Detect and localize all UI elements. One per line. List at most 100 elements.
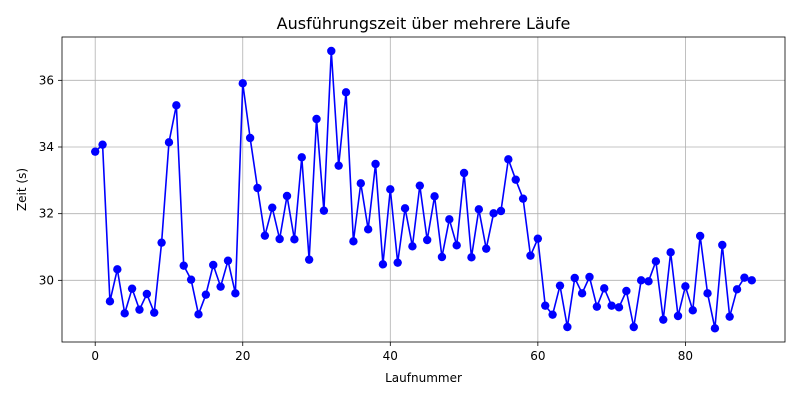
data-point bbox=[186, 275, 196, 284]
data-point bbox=[253, 183, 262, 193]
data-point bbox=[703, 289, 712, 298]
data-point bbox=[349, 237, 358, 246]
data-point bbox=[282, 191, 292, 201]
data-point bbox=[452, 241, 461, 250]
data-point bbox=[90, 147, 100, 156]
y-tick-label: 30 bbox=[39, 273, 54, 287]
data-point bbox=[526, 251, 535, 260]
data-point bbox=[747, 276, 757, 285]
data-point bbox=[408, 242, 417, 251]
data-point bbox=[482, 244, 491, 253]
data-point bbox=[260, 231, 270, 240]
data-point bbox=[150, 308, 159, 317]
x-tick-label: 40 bbox=[383, 349, 398, 363]
data-point bbox=[430, 192, 439, 201]
data-point bbox=[363, 225, 373, 234]
data-point bbox=[695, 231, 705, 241]
data-point bbox=[120, 309, 129, 318]
data-point bbox=[681, 282, 690, 291]
data-point bbox=[157, 238, 166, 247]
axes-frame bbox=[61, 36, 786, 343]
data-point bbox=[393, 258, 402, 267]
data-series bbox=[90, 46, 757, 333]
data-point bbox=[533, 234, 543, 243]
data-point bbox=[504, 155, 513, 164]
data-point bbox=[223, 256, 233, 265]
data-point bbox=[651, 257, 661, 266]
data-point bbox=[127, 284, 137, 293]
data-point bbox=[592, 302, 602, 311]
data-point bbox=[422, 235, 432, 245]
data-point bbox=[378, 260, 388, 269]
data-point bbox=[415, 181, 425, 190]
data-point bbox=[304, 255, 314, 264]
data-point bbox=[400, 204, 410, 213]
data-point bbox=[245, 133, 255, 143]
x-tick-label: 20 bbox=[235, 349, 250, 363]
data-point bbox=[629, 322, 638, 332]
data-point bbox=[518, 194, 528, 203]
data-point bbox=[740, 273, 749, 282]
data-point bbox=[732, 285, 742, 294]
y-tick-label: 34 bbox=[39, 140, 54, 154]
data-point bbox=[666, 248, 675, 257]
data-point bbox=[216, 282, 225, 291]
data-point bbox=[607, 301, 616, 310]
data-point bbox=[194, 310, 203, 319]
data-point bbox=[135, 305, 144, 314]
data-point bbox=[636, 276, 646, 285]
plot-area bbox=[62, 37, 785, 342]
data-point bbox=[585, 272, 594, 282]
data-point bbox=[356, 179, 365, 188]
x-tick-label: 60 bbox=[530, 349, 545, 363]
x-axis-label: Laufnummer bbox=[385, 371, 462, 385]
data-point bbox=[600, 284, 609, 293]
data-point bbox=[541, 301, 550, 310]
data-point bbox=[688, 306, 697, 315]
data-point bbox=[327, 46, 336, 56]
data-point bbox=[467, 253, 476, 262]
data-point bbox=[290, 235, 299, 244]
data-point bbox=[297, 153, 306, 162]
data-point bbox=[577, 289, 587, 298]
data-point bbox=[334, 161, 343, 170]
data-point bbox=[555, 281, 565, 290]
y-tick-label: 32 bbox=[39, 207, 54, 221]
data-point bbox=[201, 290, 211, 299]
data-point bbox=[644, 277, 653, 286]
data-point bbox=[445, 215, 454, 224]
chart-title: Ausführungszeit über mehrere Läufe bbox=[277, 14, 571, 33]
data-point bbox=[511, 175, 520, 184]
data-point bbox=[275, 234, 284, 244]
y-axis-label: Zeit (s) bbox=[15, 168, 29, 211]
data-point bbox=[238, 79, 247, 88]
data-point bbox=[231, 289, 240, 298]
data-point bbox=[312, 114, 321, 124]
data-point bbox=[622, 286, 631, 296]
data-point bbox=[209, 260, 218, 270]
data-point bbox=[113, 265, 122, 274]
axis-ticks: 0 20 40 60 80 30 32 34 36 bbox=[39, 73, 693, 363]
x-tick-label: 0 bbox=[91, 349, 99, 363]
data-point bbox=[459, 168, 469, 178]
data-point bbox=[673, 311, 683, 321]
data-point bbox=[548, 310, 557, 319]
data-point bbox=[474, 205, 484, 214]
data-point bbox=[659, 315, 668, 324]
data-point bbox=[319, 206, 329, 215]
data-point bbox=[98, 140, 107, 149]
data-point bbox=[341, 88, 351, 97]
data-point bbox=[570, 273, 579, 283]
x-tick-label: 80 bbox=[678, 349, 693, 363]
data-point bbox=[718, 240, 727, 250]
data-point bbox=[386, 185, 395, 194]
data-point bbox=[437, 252, 447, 262]
data-point bbox=[164, 138, 174, 147]
data-point bbox=[489, 209, 498, 218]
y-tick-label: 36 bbox=[39, 73, 54, 87]
data-point bbox=[614, 303, 624, 312]
data-point bbox=[496, 206, 506, 216]
data-point bbox=[371, 159, 380, 169]
data-point bbox=[268, 203, 277, 212]
data-point bbox=[563, 322, 572, 332]
